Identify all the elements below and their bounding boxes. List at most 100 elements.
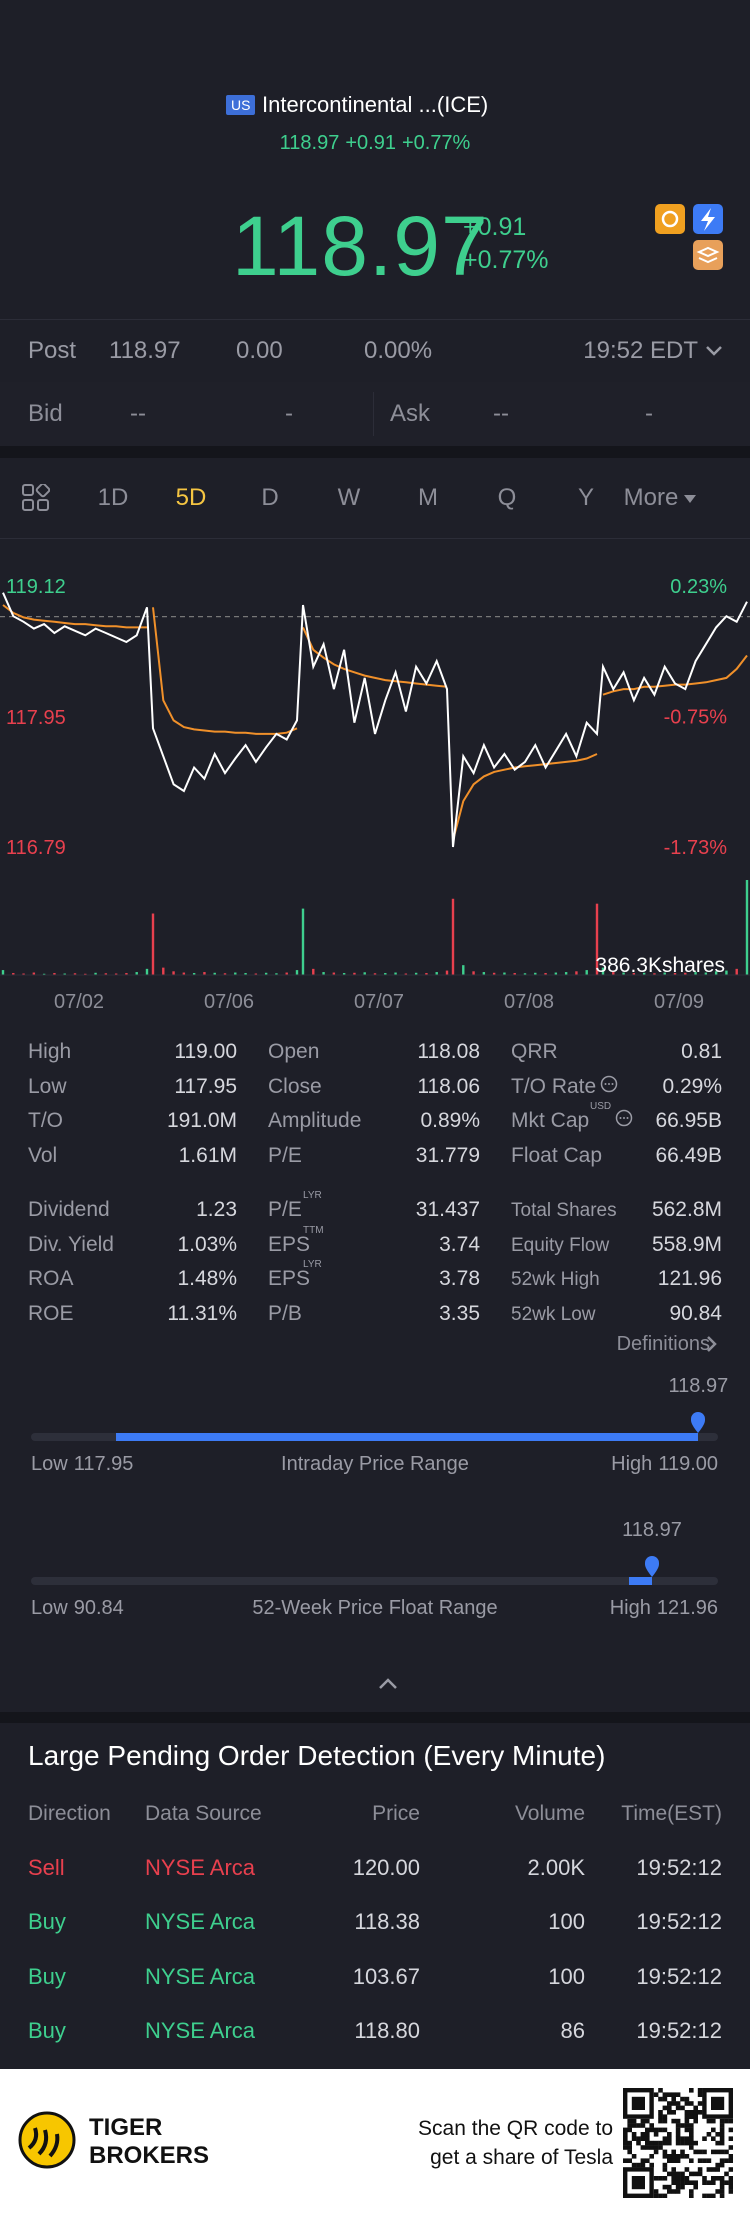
stat-label: 52wk Low bbox=[511, 1304, 596, 1326]
collapse-chevron[interactable] bbox=[376, 1676, 400, 1692]
stat-label: P/B bbox=[268, 1302, 302, 1326]
stat-value: 0.29% bbox=[662, 1074, 722, 1098]
summary-price: 118.97 bbox=[279, 132, 340, 154]
stat-value: 1.61M bbox=[178, 1144, 237, 1168]
order-time: 19:52:12 bbox=[636, 2017, 722, 2043]
order-direction: Buy bbox=[28, 1963, 66, 1989]
brand-text: BROKERS bbox=[89, 2142, 210, 2169]
volume-bar bbox=[445, 970, 449, 975]
order-direction: Sell bbox=[28, 1855, 65, 1880]
volume-bar bbox=[725, 970, 728, 975]
stat-value: 119.00 bbox=[174, 1040, 237, 1063]
quote-summary: 118.97 +0.91 +0.77% bbox=[0, 132, 750, 155]
volume-bar bbox=[234, 972, 237, 975]
info-icon[interactable] bbox=[600, 1075, 618, 1093]
volume-bar bbox=[73, 973, 77, 975]
average-line bbox=[302, 626, 448, 688]
volume-bar bbox=[612, 972, 615, 975]
price-change-pct: +0.77% bbox=[463, 246, 549, 274]
post-change-pct: 0.00% bbox=[364, 337, 433, 364]
info-icon[interactable] bbox=[615, 1109, 633, 1127]
timeframe-tab[interactable]: D bbox=[261, 484, 279, 511]
range-high-label: High bbox=[611, 1453, 653, 1475]
volume-bar bbox=[213, 972, 216, 975]
stat-label: Vol bbox=[28, 1144, 58, 1168]
stat-value: 1.03% bbox=[177, 1232, 237, 1256]
volume-bar bbox=[451, 898, 455, 975]
volume-bar bbox=[384, 973, 387, 975]
order-time: 19:52:12 bbox=[636, 1909, 722, 1935]
volume-bar bbox=[684, 972, 687, 975]
stat-value: 121.96 bbox=[657, 1267, 722, 1291]
volume-max-label: 386.3Kshares bbox=[595, 954, 725, 977]
volume-bar bbox=[564, 972, 568, 975]
volume-bar bbox=[114, 973, 118, 975]
stat-label: Close bbox=[268, 1074, 322, 1098]
range-fill bbox=[629, 1577, 652, 1585]
y2-tick-label: 0.23% bbox=[670, 576, 727, 598]
volume-bar bbox=[301, 908, 305, 975]
volume-bar bbox=[585, 970, 588, 975]
volume-bar bbox=[244, 973, 247, 975]
volume-bar bbox=[544, 973, 547, 975]
volume-bar bbox=[254, 973, 258, 975]
volume-bar bbox=[32, 972, 36, 975]
stat-label: ROE bbox=[28, 1302, 74, 1326]
order-price: 120.00 bbox=[352, 1855, 420, 1880]
volume-bar bbox=[622, 972, 625, 975]
x-tick-label: 07/09 bbox=[654, 991, 704, 1013]
stat-label: High bbox=[28, 1040, 72, 1063]
stat-value: 558.9M bbox=[651, 1232, 722, 1256]
layout-icon[interactable] bbox=[22, 484, 50, 512]
stat-value: 66.95B bbox=[655, 1109, 722, 1133]
volume-bar bbox=[462, 965, 465, 975]
timeframe-tab[interactable]: M bbox=[418, 484, 438, 511]
section-gap bbox=[0, 1712, 750, 1723]
range-current: 118.97 bbox=[668, 1375, 729, 1397]
timeframe-tab[interactable]: 5D bbox=[175, 484, 207, 511]
post-time[interactable]: 19:52 EDT bbox=[583, 337, 698, 364]
cta-text: get a share of Tesla bbox=[430, 2146, 613, 2169]
order-source: NYSE Arca bbox=[145, 1855, 256, 1880]
volume-bar bbox=[84, 973, 87, 975]
cta-text: Scan the QR code to bbox=[418, 2117, 613, 2140]
volume-bar bbox=[694, 972, 697, 975]
volume-bar bbox=[523, 973, 527, 975]
summary-change_pct: +0.77% bbox=[401, 132, 471, 154]
order-volume: 100 bbox=[548, 1963, 585, 1989]
range-high: High 121.96 bbox=[610, 1597, 718, 1620]
x-tick-label: 07/07 bbox=[354, 991, 404, 1013]
definitions-link[interactable]: Definitions bbox=[616, 1333, 710, 1355]
stat-label-sup: USD bbox=[590, 1101, 612, 1113]
y2-tick-label: -1.73% bbox=[664, 837, 728, 859]
stat-label: Total Shares bbox=[511, 1200, 617, 1221]
volume-bar bbox=[135, 972, 138, 975]
stat-label: 52wk High bbox=[511, 1269, 600, 1291]
volume-bar bbox=[735, 968, 738, 975]
timeframe-tab[interactable]: Y bbox=[577, 484, 594, 511]
order-price: 118.38 bbox=[354, 1909, 420, 1935]
stat-label: ROA bbox=[28, 1267, 74, 1291]
orders-column-header: Time(EST) bbox=[621, 1802, 722, 1825]
stat-value: 1.23 bbox=[196, 1198, 237, 1221]
dropdown-arrow[interactable] bbox=[684, 494, 697, 503]
stat-label: EPS bbox=[268, 1232, 311, 1256]
ask-size: - bbox=[645, 400, 653, 427]
stat-value: 11.31% bbox=[167, 1302, 237, 1326]
volume-bar bbox=[332, 972, 336, 975]
post-label: Post bbox=[28, 337, 77, 364]
timeframe-tab[interactable]: 1D bbox=[97, 484, 129, 511]
feature-icons[interactable] bbox=[655, 204, 725, 274]
bid-size: - bbox=[285, 400, 293, 427]
y2-tick-label: -0.75% bbox=[664, 707, 728, 729]
time-chevron[interactable] bbox=[704, 344, 724, 358]
timeframe-tab[interactable]: More bbox=[620, 484, 700, 512]
volume-bar bbox=[492, 972, 496, 975]
volume-bar bbox=[714, 971, 718, 975]
definitions-chevron[interactable] bbox=[705, 1334, 719, 1354]
timeframe-tab[interactable]: Q bbox=[497, 484, 517, 511]
timeframe-tab[interactable]: W bbox=[337, 484, 361, 511]
stat-value: 118.06 bbox=[417, 1074, 480, 1098]
orders-title: Large Pending Order Detection (Every Min… bbox=[28, 1740, 606, 1771]
